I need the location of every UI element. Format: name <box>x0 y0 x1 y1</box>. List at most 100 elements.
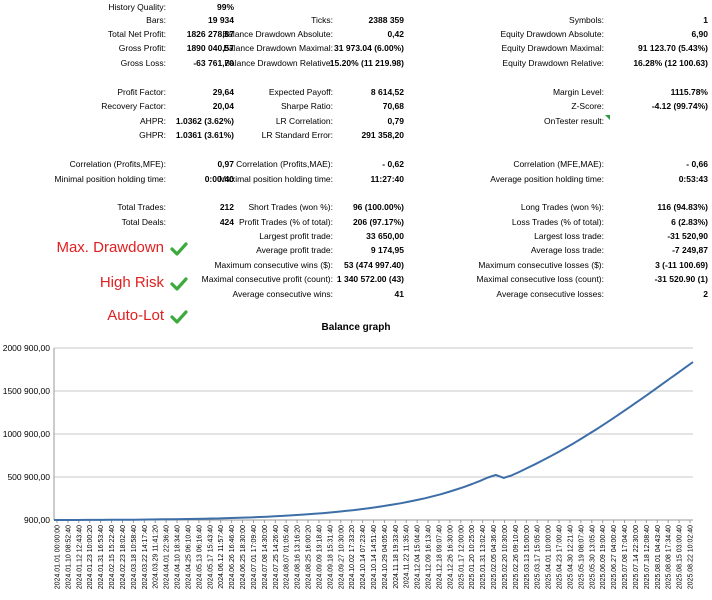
symbols-label: Symbols: <box>569 15 604 25</box>
history-quality-value: 99% <box>216 2 234 12</box>
ticks-label: Ticks: <box>311 15 333 25</box>
check-icon <box>170 242 188 256</box>
x-tick-label: 2024.10.14 14:51:40 <box>371 525 378 589</box>
x-tick-label: 2024.01.31 16:53:40 <box>98 525 105 589</box>
x-tick-label: 2025.02.20 10:30:00 <box>502 525 509 589</box>
x-tick-label: 2024.06.25 18:30:00 <box>240 525 247 589</box>
gross-profit-label: Gross Profit: <box>118 43 166 53</box>
x-tick-label: 2025.07.14 22:30:00 <box>633 525 640 589</box>
x-tick-label: 2024.05.13 06:16:40 <box>196 525 203 589</box>
flag-label: Auto-Lot <box>107 307 164 324</box>
ontester-result-label: OnTester result: <box>544 116 604 126</box>
profit-trades-label: Profit Trades (% of total): <box>238 217 333 227</box>
y-tick-label: 500 900,00 <box>7 472 50 482</box>
long-trades-label: Long Trades (won %): <box>520 202 604 212</box>
x-tick-label: 2024.04.10 18:34:40 <box>175 525 182 589</box>
bars-value: 19 934 <box>208 15 234 25</box>
check-icon <box>170 310 188 324</box>
balance-line <box>54 361 694 521</box>
profit-trades-value: 206 (97.17%) <box>352 217 404 227</box>
recovery-factor-label: Recovery Factor: <box>101 101 166 111</box>
x-tick-label: 2025.08.15 03:00:40 <box>677 525 684 589</box>
corr-profits-mae-value: - 0,62 <box>382 159 404 169</box>
short-trades-label: Short Trades (won %): <box>248 202 333 212</box>
balance-dd-max-label: Balance Drawdown Maximal: <box>223 43 333 53</box>
x-tick-label: 2025.06.27 04:00:40 <box>611 525 618 589</box>
x-tick-label: 2024.01.12 12:43:40 <box>76 525 83 589</box>
x-tick-label: 2025.06.09 19:00:40 <box>600 525 607 589</box>
loss-trades-label: Loss Trades (% of total): <box>511 217 604 227</box>
avg-consec-losses-value: 2 <box>703 289 708 299</box>
ticks-value: 2388 359 <box>368 15 404 25</box>
y-tick-label: 1000 900,00 <box>3 429 51 439</box>
max-consec-wins-label: Maximum consecutive wins ($): <box>214 260 333 270</box>
y-tick-label: 2000 900,00 <box>3 343 51 353</box>
ahpr-label: AHPR: <box>140 116 166 126</box>
lr-correlation-value: 0,79 <box>387 116 404 126</box>
ghpr-value: 1.0361 (3.61%) <box>175 130 234 140</box>
symbols-value: 1 <box>703 15 708 25</box>
max-consec-losses-label: Maximum consecutive losses ($): <box>478 260 604 270</box>
x-tick-label: 2025.01.17 12:00:00 <box>458 525 465 589</box>
x-tick-label: 2024.04.01 22:36:40 <box>164 525 171 589</box>
largest-loss-label: Largest loss trade: <box>534 231 604 241</box>
balance-dd-rel-value: 15.20% (11 219.98) <box>329 58 404 68</box>
lr-std-error-label: LR Standard Error: <box>261 130 333 140</box>
x-tick-label: 2025.01.31 13:02:40 <box>480 525 487 589</box>
x-tick-label: 2024.02.15 15:22:40 <box>109 525 116 589</box>
x-tick-label: 2025.04.01 10:00:00 <box>546 525 553 589</box>
x-tick-label: 2025.07.18 12:08:40 <box>644 525 651 589</box>
gross-loss-value: -63 761,70 <box>193 58 234 68</box>
x-tick-label: 2024.01.01 00:00:00 <box>55 525 62 589</box>
total-net-profit-label: Total Net Profit: <box>107 29 166 39</box>
equity-dd-abs-value: 6,90 <box>691 29 708 39</box>
margin-level-value: 1115.78% <box>670 87 708 97</box>
balance-dd-rel-label: Balance Drawdown Relative: <box>224 58 333 68</box>
min-hold-value: 0:00:40 <box>204 174 234 184</box>
history-quality-label: History Quality: <box>108 2 166 12</box>
min-hold-label: Minimal position holding time: <box>54 174 167 184</box>
x-tick-label: 2024.05.17 15:43:40 <box>207 525 214 589</box>
sharpe-ratio-label: Sharpe Ratio: <box>281 101 333 111</box>
total-trades-value: 212 <box>219 202 234 212</box>
largest-loss-value: -31 520,90 <box>667 231 708 241</box>
avg-profit-value: 9 174,95 <box>370 245 404 255</box>
x-tick-label: 2025.02.05 04:36:40 <box>491 525 498 589</box>
y-tick-label: 1500 900,00 <box>3 386 51 396</box>
avg-hold-label: Average position holding time: <box>490 174 604 184</box>
x-tick-label: 2025.08.08 17:34:40 <box>666 525 673 589</box>
x-tick-label: 2024.09.18 15:31:40 <box>327 525 334 589</box>
x-tick-label: 2024.07.08 14:30:00 <box>262 525 269 589</box>
x-tick-label: 2025.04.23 17:00:40 <box>557 525 564 589</box>
chart-title: Balance graph <box>321 322 391 333</box>
corr-mfe-mae-label: Correlation (MFE,MAE): <box>513 159 604 169</box>
equity-dd-max-label: Equity Drawdown Maximal: <box>501 43 604 53</box>
x-tick-label: 2025.01.20 10:25:00 <box>469 525 476 589</box>
balance-dd-max-value: 31 973.04 (6.00%) <box>334 43 404 53</box>
x-tick-label: 2024.06.12 11:57:40 <box>218 525 225 589</box>
x-tick-label: 2025.05.19 08:07:40 <box>578 525 585 589</box>
maximal-consec-loss-label: Maximal consecutive loss (count): <box>476 274 604 284</box>
x-tick-label: 2024.02.23 18:02:40 <box>120 525 127 589</box>
lr-correlation-label: LR Correlation: <box>275 116 333 126</box>
x-tick-label: 2024.03.18 10:58:40 <box>131 525 138 589</box>
loss-trades-value: 6 (2.83%) <box>671 217 708 227</box>
long-trades-value: 116 (94.83%) <box>657 202 708 212</box>
check-icon <box>170 277 188 291</box>
balance-dd-abs-label: Balance Drawdown Absolute: <box>222 29 333 39</box>
x-tick-label: 2024.12.04 15:04:40 <box>415 525 422 589</box>
equity-dd-max-value: 91 123.70 (5.43%) <box>638 43 708 53</box>
corr-profits-mfe-value: 0,97 <box>217 159 234 169</box>
maximal-consec-profit-value: 1 340 572.00 (43) <box>336 274 404 284</box>
corr-profits-mfe-label: Correlation (Profits,MFE): <box>69 159 166 169</box>
avg-consec-wins-value: 41 <box>394 289 404 299</box>
x-tick-label: 2025.07.08 17:04:40 <box>622 525 629 589</box>
x-tick-label: 2024.09.09 19:18:40 <box>316 525 323 589</box>
z-score-label: Z-Score: <box>571 101 604 111</box>
avg-profit-label: Average profit trade: <box>256 245 333 255</box>
avg-consec-losses-label: Average consecutive losses: <box>496 289 604 299</box>
total-net-profit-value: 1826 278,87 <box>186 29 234 39</box>
x-tick-label: 2024.11.22 11:35:40 <box>404 525 411 588</box>
x-tick-label: 2024.01.23 10:00:20 <box>87 525 94 589</box>
x-tick-label: 2024.11.18 19:33:40 <box>393 525 400 589</box>
